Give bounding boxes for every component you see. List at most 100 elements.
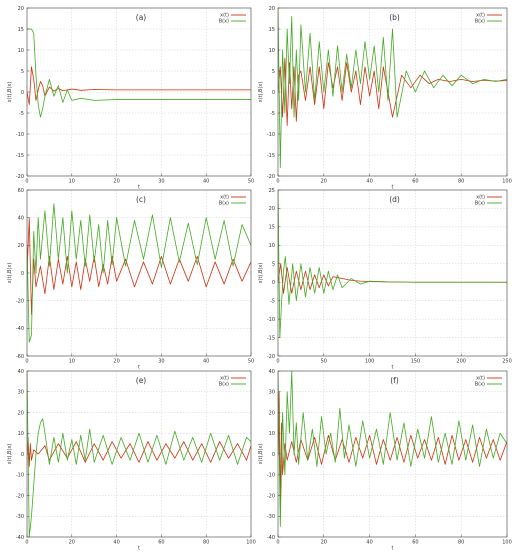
y-tick-label: 20: [269, 6, 275, 12]
legend-label: B(x): [475, 19, 485, 25]
x-tick-label: 40: [366, 179, 372, 185]
y-axis-label: x(t),B(x): [7, 263, 13, 284]
y-tick-label: -15: [267, 335, 275, 341]
y-tick-label: 60: [18, 188, 24, 194]
y-tick-label: 10: [18, 48, 24, 54]
x-tick-label: 80: [458, 179, 464, 185]
y-tick-label: 40: [18, 369, 24, 375]
y-tick-label: -10: [16, 473, 24, 479]
series-line-x-t: [27, 436, 251, 467]
x-axis-label: t: [392, 546, 394, 551]
y-tick-label: 40: [269, 369, 275, 375]
x-tick-label: 50: [321, 359, 327, 365]
y-tick-label: 0: [272, 90, 275, 96]
x-axis-label: t: [392, 185, 394, 191]
y-axis-label: x(t),B(x): [258, 263, 264, 284]
y-tick-label: 5: [21, 69, 24, 75]
y-tick-label: -10: [267, 132, 275, 138]
y-tick-label: 10: [269, 48, 275, 54]
y-tick-label: 5: [272, 69, 275, 75]
y-tick-label: -10: [267, 317, 275, 323]
legend-label: B(x): [219, 19, 229, 25]
y-tick-label: -20: [16, 493, 24, 499]
y-tick-label: 5: [272, 262, 275, 268]
legend-label: B(x): [475, 201, 485, 207]
series-line-x-t: [278, 391, 507, 507]
y-tick-label: 20: [18, 6, 24, 12]
x-tick-label: 50: [248, 359, 254, 365]
y-tick-label: -10: [16, 132, 24, 138]
x-tick-label: 100: [246, 540, 256, 546]
x-tick-label: 0: [25, 359, 28, 365]
y-tick-label: 0: [272, 280, 275, 286]
x-tick-label: 0: [25, 179, 28, 185]
y-tick-label: 20: [18, 410, 24, 416]
y-tick-label: -10: [267, 473, 275, 479]
y-tick-label: -30: [267, 514, 275, 520]
y-tick-label: -40: [16, 326, 24, 332]
x-tick-label: 0: [276, 540, 279, 546]
panel-0: 0 10 20 30 40 50 -20 -15 -10 -5 0 5 10 15 20 t x(t),B(x)…: [7, 6, 254, 191]
y-tick-label: 25: [269, 188, 275, 194]
y-tick-label: 15: [269, 27, 275, 33]
series-line-b-x: [278, 8, 507, 169]
panel-5: 0 20 40 60 80 100 -40 -30 -20 -10 0 10 20 30 40 t x(t),B…: [258, 369, 512, 552]
series-line-b-x: [278, 371, 507, 528]
legend-label: x(t): [220, 376, 229, 382]
x-tick-label: 80: [203, 540, 209, 546]
y-tick-label: -5: [270, 111, 275, 117]
legend-label: x(t): [476, 376, 485, 382]
y-tick-label: -20: [267, 174, 275, 180]
y-axis-label: x(t),B(x): [258, 82, 264, 103]
x-tick-label: 60: [412, 540, 418, 546]
y-tick-label: -20: [267, 354, 275, 360]
panel-label: (d): [389, 195, 400, 204]
x-tick-label: 0: [276, 179, 279, 185]
x-tick-label: 40: [366, 540, 372, 546]
y-tick-label: 10: [269, 431, 275, 437]
y-tick-label: -20: [267, 493, 275, 499]
panel-label: (a): [136, 13, 147, 22]
panel-label: (e): [136, 376, 147, 385]
x-tick-label: 60: [412, 179, 418, 185]
y-tick-label: -60: [16, 354, 24, 360]
x-tick-label: 40: [113, 540, 119, 546]
y-tick-label: -40: [16, 535, 24, 541]
y-tick-label: -5: [19, 111, 24, 117]
panel-2: 0 10 20 30 40 50 -60 -40 -20 0 20 40 60 t x(t),B(x) (c)…: [7, 188, 254, 371]
legend-label: x(t): [476, 13, 485, 19]
x-tick-label: 250: [502, 359, 512, 365]
x-tick-label: 60: [158, 540, 164, 546]
panel-1: 0 20 40 60 80 100 -20 -15 -10 -5 0 5 10 15 20 t x(t),B(x…: [258, 6, 512, 191]
legend-label: B(x): [219, 382, 229, 388]
y-tick-label: 30: [18, 390, 24, 396]
y-axis-label: x(t),B(x): [258, 444, 264, 465]
y-tick-label: 0: [272, 452, 275, 458]
legend-label: x(t): [220, 195, 229, 201]
y-tick-label: -20: [16, 174, 24, 180]
series-line-b-x: [278, 190, 507, 338]
y-tick-label: -40: [267, 535, 275, 541]
x-tick-label: 100: [365, 359, 375, 365]
x-tick-label: 150: [411, 359, 421, 365]
series-line-b-x: [27, 371, 251, 537]
y-tick-label: 20: [269, 206, 275, 212]
panel-label: (c): [136, 195, 146, 204]
y-tick-label: 20: [18, 243, 24, 249]
series-line-x-t: [27, 66, 251, 105]
series-line-x-t: [27, 217, 251, 315]
x-tick-label: 40: [203, 179, 209, 185]
y-tick-label: -30: [16, 514, 24, 520]
legend-label: B(x): [475, 382, 485, 388]
x-tick-label: 40: [203, 359, 209, 365]
legend-label: B(x): [219, 201, 229, 207]
legend-label: x(t): [476, 195, 485, 201]
y-tick-label: -20: [16, 298, 24, 304]
x-tick-label: 20: [321, 540, 327, 546]
x-tick-label: 50: [248, 179, 254, 185]
y-tick-label: 40: [18, 215, 24, 221]
x-tick-label: 100: [502, 540, 512, 546]
y-axis-label: x(t),B(x): [7, 82, 13, 103]
